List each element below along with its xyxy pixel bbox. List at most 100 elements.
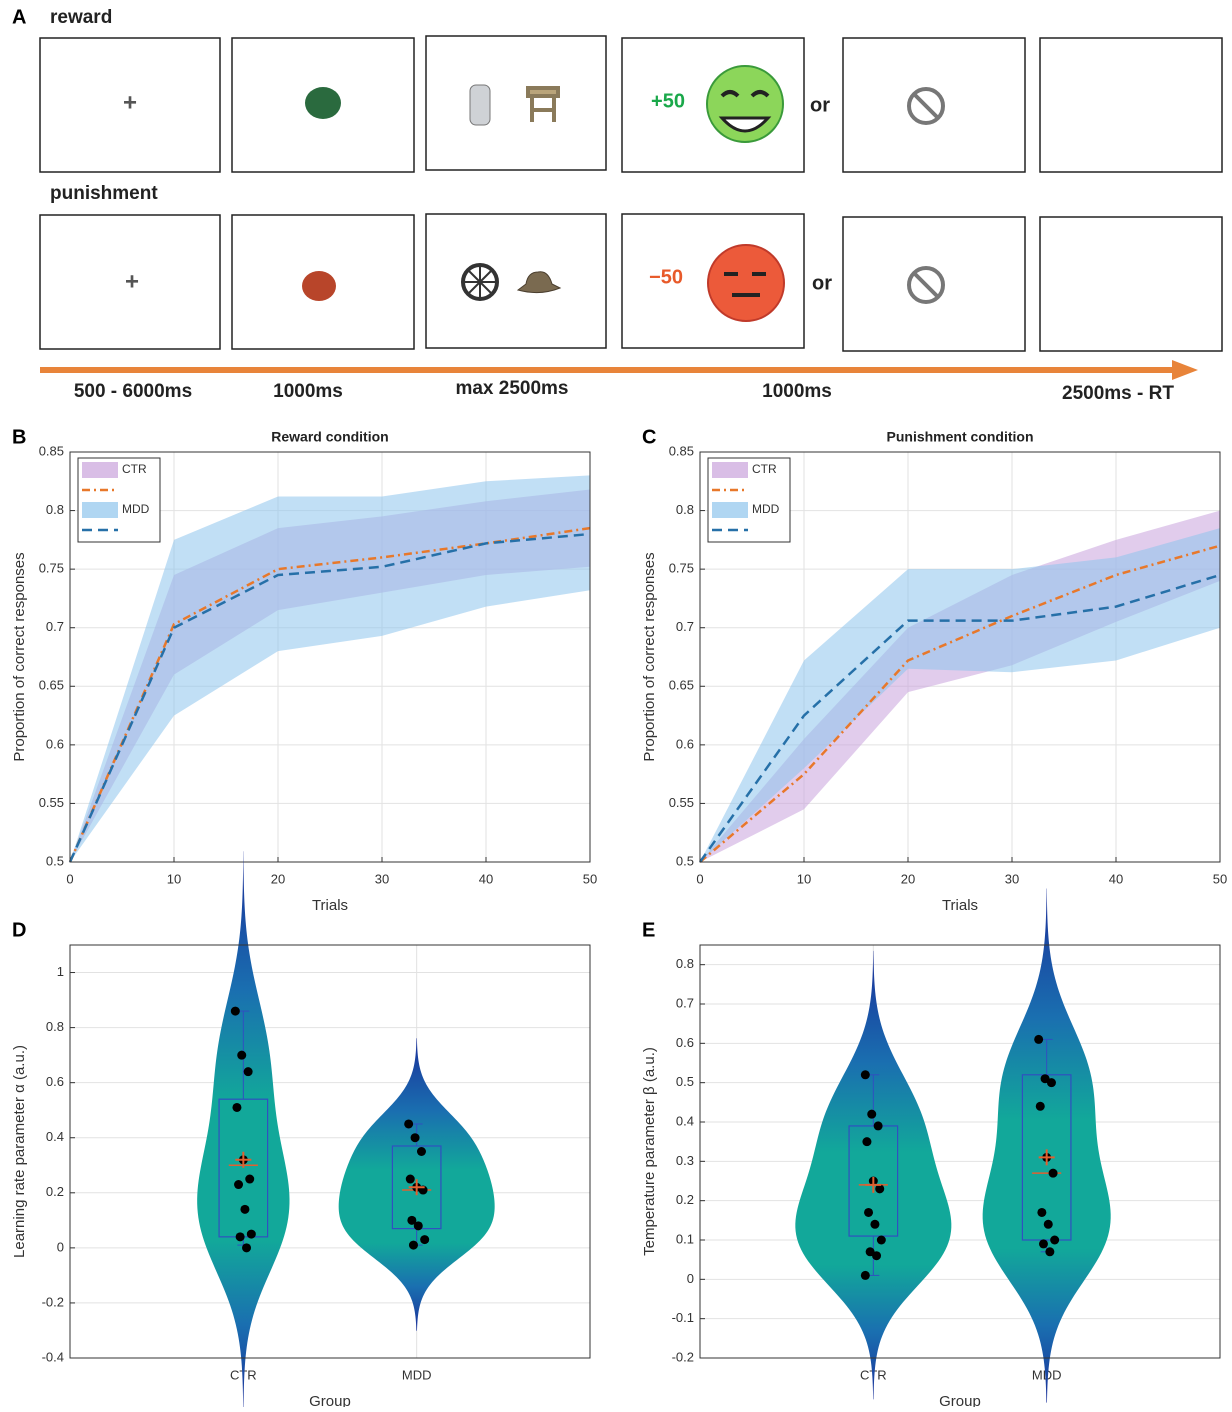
point	[413, 1221, 423, 1231]
x-axis-label: Trials	[942, 897, 978, 914]
y-tick-label: -0.2	[672, 1349, 694, 1364]
x-tick-label: 10	[167, 871, 181, 886]
x-tick-label: 50	[583, 871, 597, 886]
legend-patch	[712, 502, 748, 518]
point	[1046, 1078, 1056, 1088]
no-response	[912, 92, 940, 120]
no-response	[912, 271, 940, 299]
point	[1045, 1247, 1055, 1257]
panel-label: A	[12, 6, 26, 28]
point	[232, 1102, 242, 1112]
point	[867, 1109, 877, 1119]
fixation: +	[123, 89, 137, 116]
panel-label: B	[12, 426, 26, 448]
x-tick-label: MDD	[402, 1367, 432, 1382]
line	[68, 532, 591, 863]
violin	[197, 851, 290, 1408]
or: or	[810, 94, 830, 116]
y-tick-label: 0.8	[46, 502, 64, 517]
legend-label: CTR	[122, 462, 147, 476]
axes-box	[69, 451, 591, 863]
punishment-row: + −50 or	[39, 213, 1223, 352]
point	[1034, 1034, 1044, 1044]
point	[245, 1174, 255, 1184]
x-tick-label: 0	[66, 871, 73, 886]
timing: 2500ms - RT	[1062, 383, 1174, 404]
y-tick-label: 0.6	[676, 736, 694, 751]
point	[860, 1270, 870, 1280]
x-tick-label: 0	[696, 871, 703, 886]
y-tick-label: 0.4	[676, 1113, 694, 1128]
plot-area	[700, 945, 1220, 1358]
point	[1043, 1219, 1053, 1229]
y-tick-label: 0.8	[676, 502, 694, 517]
point	[416, 1147, 426, 1156]
point	[420, 1235, 430, 1245]
x-axis-label: Group	[309, 1393, 351, 1407]
feedback: +50	[651, 90, 685, 112]
fixation: +	[125, 268, 139, 295]
point	[864, 1207, 874, 1217]
chart-panel: C Punishment condition 0.5 0.55 0.6 0.65 0.7 0.…	[641, 426, 1227, 914]
chart-panel: B Reward condition 0.5 0.55 0.6 0.65 0.7 0.75 0.…	[11, 426, 597, 914]
y-tick-label: 0.8	[676, 956, 694, 971]
mean-marker	[235, 1151, 252, 1168]
y-tick-label: 0	[687, 1271, 694, 1286]
legend-patch	[712, 462, 748, 478]
x-tick-label: 10	[797, 871, 811, 886]
y-axis-label: Proportion of correct responses	[11, 552, 28, 761]
reward-row: + +50 or	[39, 35, 1223, 173]
y-tick-label: 0.2	[46, 1184, 64, 1199]
y-tick-label: 0.6	[46, 736, 64, 751]
point	[234, 1180, 244, 1190]
timing: max 2500ms	[455, 378, 568, 399]
y-tick-label: 0.7	[676, 995, 694, 1010]
frame	[842, 216, 1026, 352]
chart-title: Reward condition	[271, 429, 388, 445]
panel-label: C	[642, 426, 656, 448]
cue	[302, 271, 336, 301]
point	[410, 1133, 420, 1143]
point	[235, 1232, 245, 1242]
x-tick-label: 20	[901, 871, 915, 886]
cue	[305, 87, 341, 119]
y-axis-label: Temperature parameter β (a.u.)	[641, 1047, 658, 1256]
x-tick-label: 50	[1213, 871, 1227, 886]
y-tick-label: 0.3	[676, 1153, 694, 1168]
y-tick-label: 0.85	[669, 443, 694, 458]
frame	[1039, 216, 1223, 352]
y-tick-label: -0.2	[42, 1294, 64, 1309]
y-tick-label: 0.1	[676, 1231, 694, 1246]
axes-box	[69, 944, 591, 1359]
frame	[425, 213, 607, 349]
y-tick-label: 0.6	[46, 1074, 64, 1089]
line	[698, 573, 1221, 863]
mean-marker	[865, 1176, 882, 1193]
chart-panel: E -0.2 -0.1 0 0.1 0.2 0.3 0.4 0.5 0.6 0.7 0.8 Temper…	[641, 888, 1221, 1410]
smiley-mouth	[718, 116, 772, 133]
point	[242, 1243, 252, 1253]
y-tick-label: -0.1	[672, 1310, 694, 1325]
point	[240, 1204, 250, 1214]
y-tick-label: 0.75	[39, 561, 64, 576]
feedback: −50	[649, 266, 683, 288]
point	[873, 1121, 883, 1131]
or: or	[812, 272, 832, 294]
y-axis-label: Proportion of correct responses	[641, 552, 658, 761]
x-tick-label: 20	[271, 871, 285, 886]
x-axis-label: Trials	[312, 897, 348, 914]
point	[875, 1184, 885, 1194]
x-tick-label: 30	[375, 871, 389, 886]
y-tick-label: 0.65	[669, 678, 694, 693]
frame	[39, 214, 221, 350]
point	[404, 1119, 414, 1129]
y-tick-label: 0.7	[676, 619, 694, 634]
box	[848, 1125, 899, 1237]
stimulus-icon	[516, 271, 562, 294]
legend-patch	[82, 462, 118, 478]
frame	[842, 37, 1026, 173]
point	[1035, 1101, 1045, 1111]
legend-label: CTR	[752, 462, 777, 476]
legend-label: MDD	[122, 502, 150, 516]
